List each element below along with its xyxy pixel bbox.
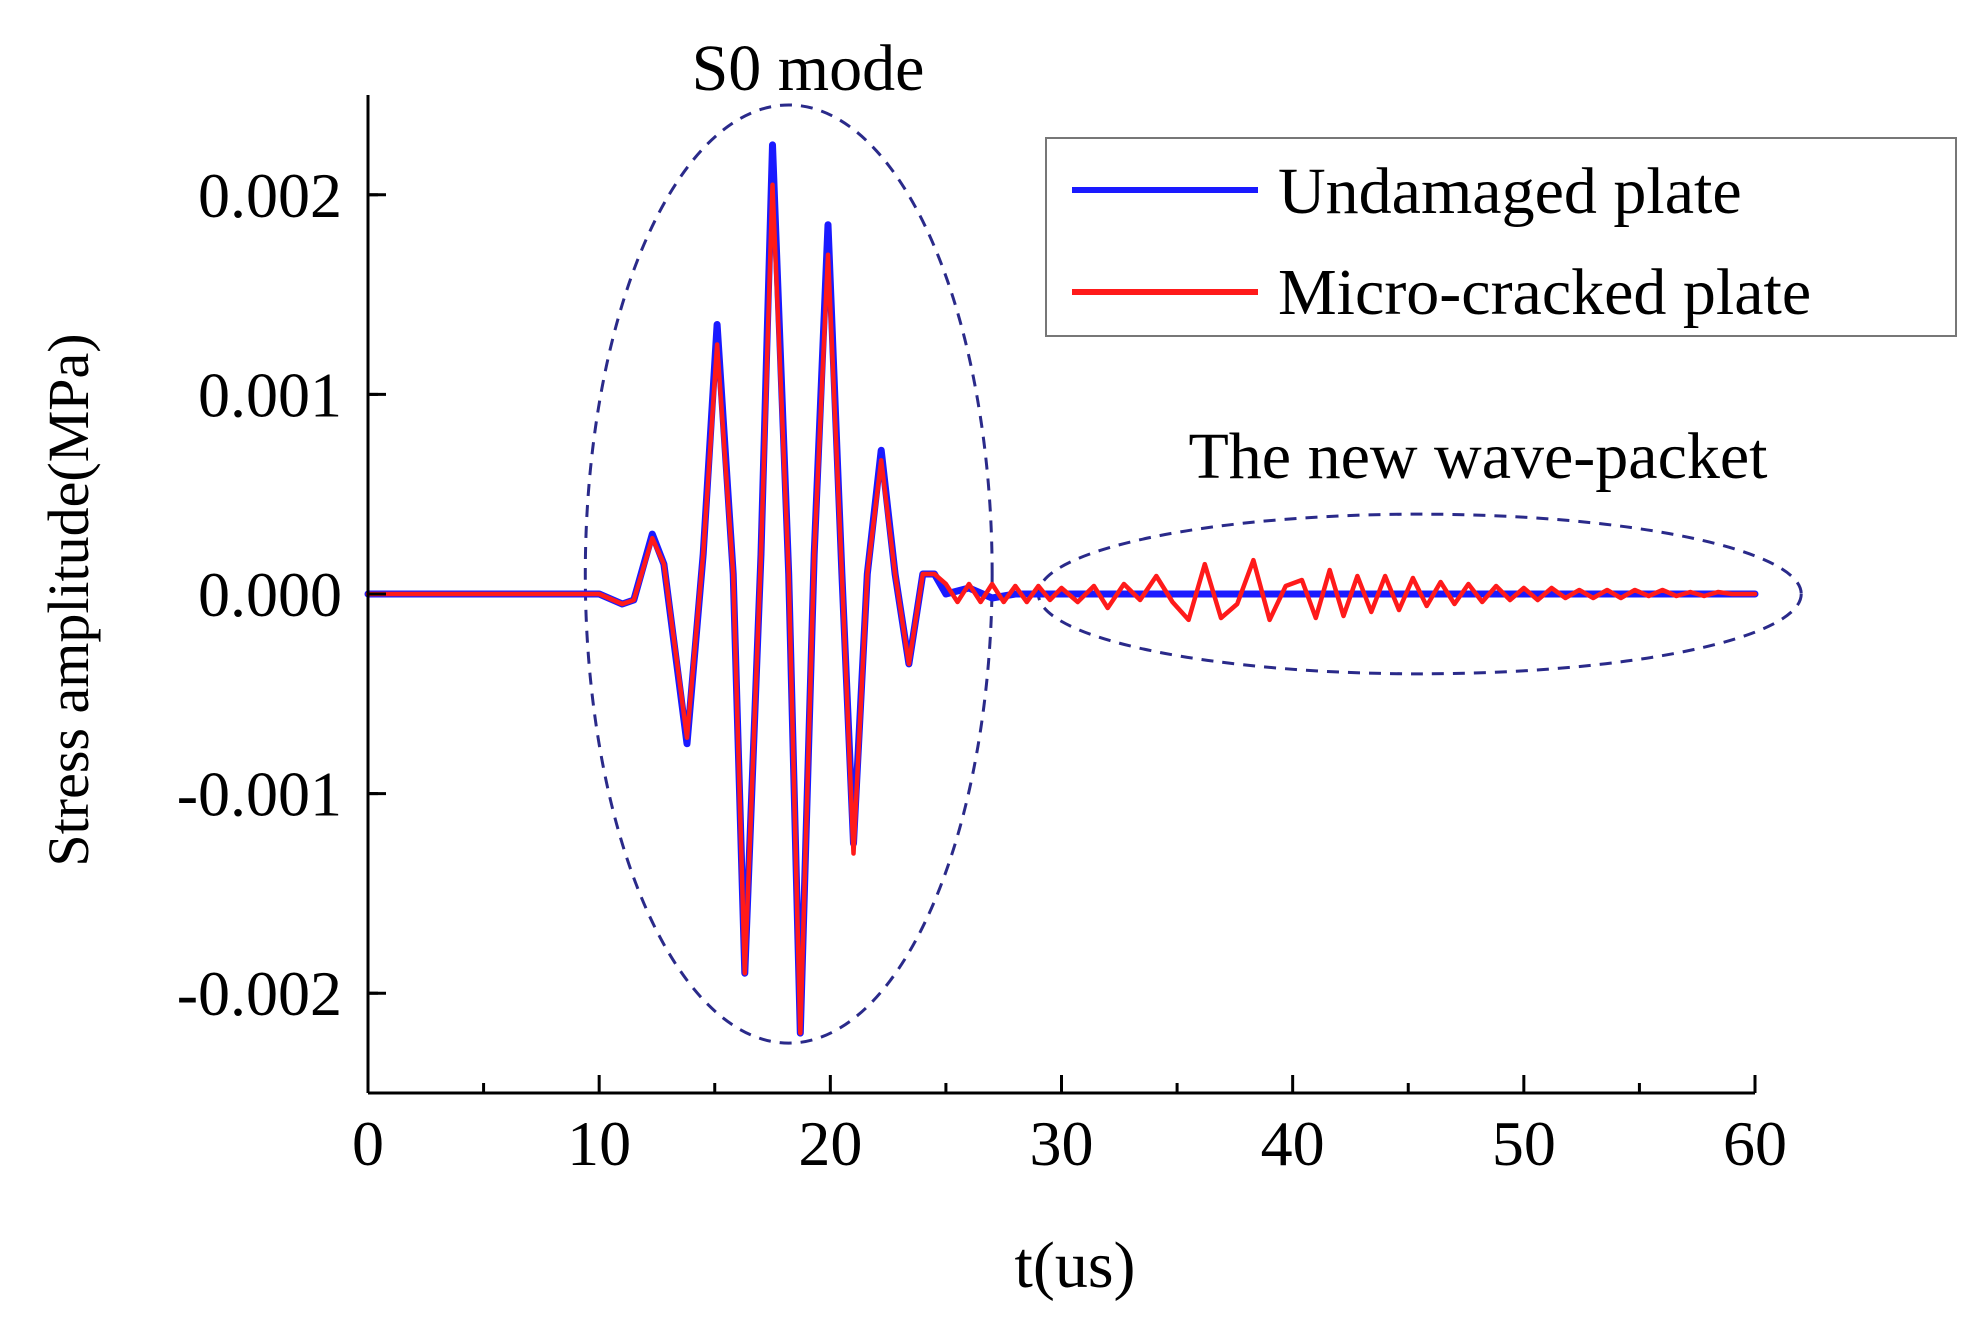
series-line-micro-cracked [365,182,1758,1036]
y-tick-label: -0.001 [177,759,342,830]
y-tick-label: 0.002 [198,160,342,231]
legend-label-micro-cracked: Micro-cracked plate [1278,256,1811,329]
x-tick-label: 20 [798,1108,862,1179]
annotation-ellipse-0 [583,103,994,1045]
x-tick-label: 30 [1030,1108,1094,1179]
annotation-label-0: S0 mode [692,32,925,105]
legend: Undamaged plate Micro-cracked plate [1045,137,1957,337]
y-axis-label: Stress amplitude(MPa) [36,333,101,866]
legend-box [1045,137,1957,337]
legend-label-undamaged: Undamaged plate [1278,155,1742,228]
x-axis-label: t(us) [1015,1229,1136,1302]
y-tick-label: 0.001 [198,359,342,430]
x-tick-label: 10 [567,1108,631,1179]
x-tick-label: 40 [1261,1108,1325,1179]
series-layer [364,141,1759,1037]
x-tick-label: 60 [1723,1108,1787,1179]
x-tick-label: 0 [352,1108,384,1179]
y-tick-label: 0.000 [198,559,342,630]
x-tick-label: 50 [1492,1108,1556,1179]
y-tick-label: -0.002 [177,958,342,1029]
annotation-label-1: The new wave-packet [1188,420,1767,493]
ticks-layer: 0 10 20 30 40 50 60 -0.002 -0.001 0.000 0.001 0.002 [177,160,1787,1179]
